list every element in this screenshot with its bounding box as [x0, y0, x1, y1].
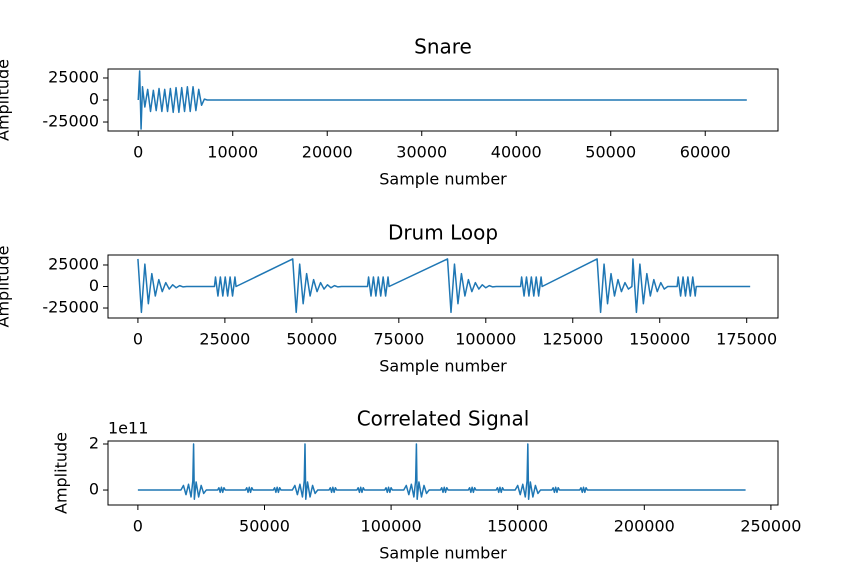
waveform [137, 70, 747, 130]
y-axis-label: Amplitude [0, 59, 13, 141]
x-tick-label: 125000 [542, 330, 603, 349]
waveform [137, 258, 751, 314]
axes-frame [107, 440, 779, 506]
chart-title: Correlated Signal [357, 407, 530, 431]
x-tick-label: 60000 [680, 143, 731, 162]
x-tick-label: 75000 [373, 330, 424, 349]
y-tick-label: 2 [89, 433, 99, 452]
x-tick-label: 0 [133, 517, 143, 536]
y-tick-label: -25000 [42, 112, 99, 131]
y-tick-label: 0 [89, 276, 99, 295]
x-tick-label: 100000 [361, 517, 422, 536]
chart-title: Drum Loop [388, 221, 498, 245]
x-tick-label: 175000 [716, 330, 777, 349]
x-tick-label: 40000 [491, 143, 542, 162]
x-tick-label: 250000 [740, 517, 801, 536]
x-axis-label: Sample number [379, 544, 507, 563]
x-axis-label: Sample number [379, 170, 507, 189]
x-axis-label: Sample number [379, 357, 507, 376]
x-tick-label: 200000 [614, 517, 675, 536]
x-tick-label: 150000 [487, 517, 548, 536]
y-tick-label: 25000 [48, 254, 99, 273]
waveform [137, 443, 746, 500]
offset-text: 1e11 [108, 419, 148, 438]
x-tick-label: 0 [133, 143, 143, 162]
x-tick-label: 20000 [302, 143, 353, 162]
chart-title: Snare [414, 35, 472, 59]
x-tick-label: 150000 [629, 330, 690, 349]
x-tick-label: 10000 [207, 143, 258, 162]
x-tick-label: 30000 [396, 143, 447, 162]
x-tick-label: 0 [133, 330, 143, 349]
y-tick-label: -25000 [42, 298, 99, 317]
y-tick-label: 0 [89, 480, 99, 499]
x-tick-label: 50000 [286, 330, 337, 349]
y-tick-label: 0 [89, 90, 99, 109]
y-tick-label: 25000 [48, 67, 99, 86]
x-tick-label: 25000 [199, 330, 250, 349]
y-axis-label: Amplitude [52, 432, 71, 514]
x-tick-label: 100000 [455, 330, 516, 349]
x-tick-label: 50000 [585, 143, 636, 162]
y-axis-label: Amplitude [0, 246, 13, 328]
x-tick-label: 50000 [239, 517, 290, 536]
